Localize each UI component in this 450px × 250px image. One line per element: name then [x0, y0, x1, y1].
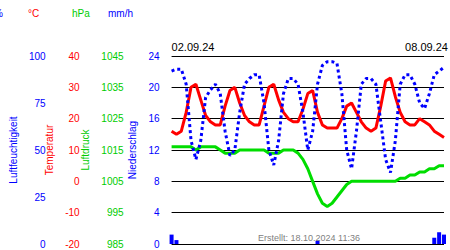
svg-text:Luftdruck: Luftdruck: [80, 128, 91, 170]
svg-text:30: 30: [68, 82, 80, 93]
svg-text:Niederschlag: Niederschlag: [127, 121, 138, 179]
svg-text:02.09.24: 02.09.24: [172, 41, 215, 53]
svg-text:4: 4: [154, 207, 160, 218]
svg-text:10: 10: [68, 145, 80, 156]
svg-text:12: 12: [148, 145, 160, 156]
svg-text:-20: -20: [65, 239, 80, 250]
svg-text:0: 0: [154, 239, 160, 250]
svg-text:24: 24: [148, 51, 160, 62]
svg-text:995: 995: [107, 207, 124, 218]
svg-text:20: 20: [68, 113, 80, 124]
svg-text:16: 16: [148, 113, 160, 124]
svg-text:0: 0: [40, 239, 46, 250]
svg-text:Erstellt: 18.10.2024 11:36: Erstellt: 18.10.2024 11:36: [258, 233, 360, 243]
svg-text:75: 75: [34, 98, 46, 109]
svg-text:40: 40: [68, 51, 80, 62]
svg-text:50: 50: [34, 145, 46, 156]
svg-text:25: 25: [34, 192, 46, 203]
svg-text:985: 985: [107, 239, 124, 250]
svg-text:8: 8: [154, 176, 160, 187]
svg-text:100: 100: [29, 51, 46, 62]
svg-text:0: 0: [74, 176, 80, 187]
svg-text:-10: -10: [65, 207, 80, 218]
svg-text:20: 20: [148, 82, 160, 93]
svg-text:1015: 1015: [101, 145, 124, 156]
svg-text:mm/h: mm/h: [108, 8, 133, 19]
svg-text:1025: 1025: [101, 113, 124, 124]
svg-text:1005: 1005: [101, 176, 124, 187]
svg-text:Luftfeuchtigkeit: Luftfeuchtigkeit: [8, 116, 19, 183]
svg-text:Temperatur: Temperatur: [43, 124, 55, 176]
svg-text:1035: 1035: [101, 82, 124, 93]
svg-text:08.09.24: 08.09.24: [405, 41, 448, 53]
svg-text:°C: °C: [28, 8, 39, 19]
svg-text:hPa: hPa: [72, 8, 90, 19]
svg-text:%: %: [0, 8, 3, 19]
svg-text:1045: 1045: [101, 51, 124, 62]
